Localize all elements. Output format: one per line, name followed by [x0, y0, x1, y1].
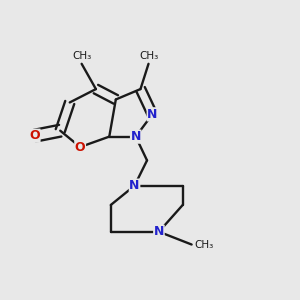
- Text: N: N: [147, 108, 158, 121]
- Text: N: N: [154, 225, 164, 238]
- Text: N: N: [129, 179, 140, 192]
- Text: O: O: [29, 129, 40, 142]
- Text: CH₃: CH₃: [72, 51, 91, 61]
- Text: N: N: [130, 130, 141, 143]
- Text: CH₃: CH₃: [139, 51, 158, 61]
- Text: O: O: [75, 140, 86, 154]
- Text: CH₃: CH₃: [195, 239, 214, 250]
